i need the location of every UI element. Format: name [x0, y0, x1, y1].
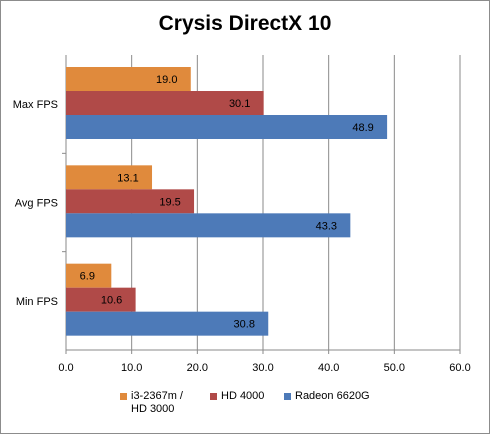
bar — [66, 67, 191, 91]
bar — [66, 91, 264, 115]
legend-item-hd4000: HD 4000 — [210, 390, 264, 403]
chart-title: Crysis DirectX 10 — [158, 12, 332, 35]
legend-item-radeon: Radeon 6620G — [284, 390, 370, 403]
category-label: Avg FPS — [15, 198, 58, 210]
bar — [66, 213, 351, 238]
x-tick-label: 20.0 — [187, 362, 208, 374]
x-tick-label: 40.0 — [318, 362, 339, 374]
category-label: Max FPS — [13, 99, 58, 111]
x-tick-label: 10.0 — [121, 362, 142, 374]
bar — [66, 189, 195, 214]
data-label: 19.0 — [156, 74, 177, 86]
bar — [66, 115, 388, 139]
bar — [66, 165, 153, 190]
x-tick-label: 0.0 — [58, 362, 73, 374]
data-label: 19.5 — [159, 196, 180, 208]
data-label: 30.1 — [229, 98, 250, 110]
category-label: Min FPS — [16, 296, 58, 308]
data-label: 48.9 — [352, 122, 373, 134]
data-label: 30.8 — [234, 319, 255, 331]
x-tick-label: 30.0 — [252, 362, 273, 374]
bar — [66, 263, 112, 288]
legend-swatch-radeon — [284, 393, 291, 400]
legend-label-hd4000: HD 4000 — [221, 390, 265, 402]
bar — [66, 311, 269, 336]
legend-swatch-i3 — [120, 393, 127, 400]
bar — [66, 287, 136, 312]
data-label: 43.3 — [316, 220, 337, 232]
data-label: 6.9 — [80, 271, 95, 283]
legend-label-i3: i3-2367m / HD 3000 — [131, 390, 183, 415]
legend-label-radeon: Radeon 6620G — [295, 390, 370, 402]
data-label: 10.6 — [101, 295, 122, 307]
legend-swatch-hd4000 — [210, 393, 217, 400]
legend: i3-2367m / HD 3000 HD 4000 Radeon 6620G — [120, 390, 480, 430]
x-tick-label: 50.0 — [384, 362, 405, 374]
data-label: 13.1 — [117, 172, 138, 184]
legend-item-i3: i3-2367m / HD 3000 — [120, 390, 183, 416]
x-tick-label: 60.0 — [449, 362, 470, 374]
